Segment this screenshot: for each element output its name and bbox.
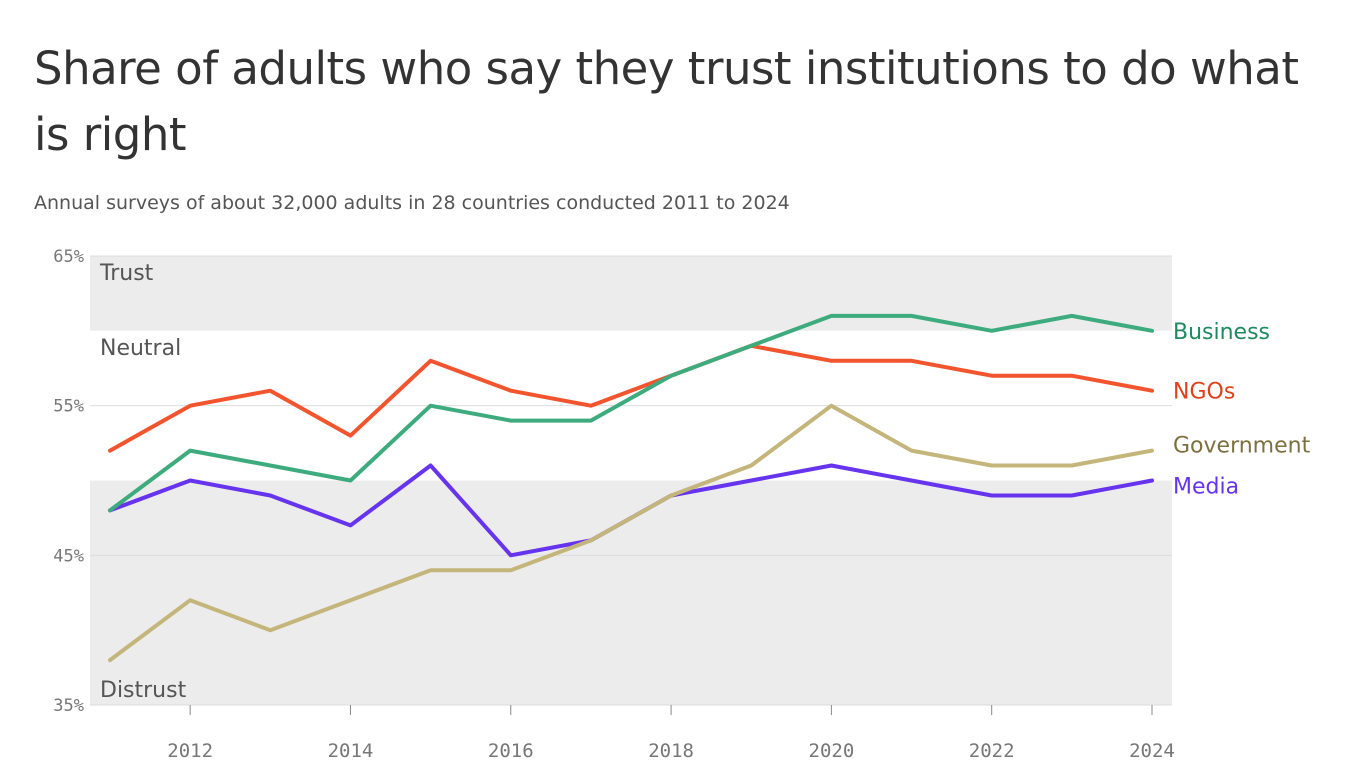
y-tick-label: 55% bbox=[53, 397, 84, 417]
zone-band-trust bbox=[90, 256, 1172, 331]
y-tick-label: 45% bbox=[53, 546, 84, 566]
zone-label-trust: Trust bbox=[99, 261, 154, 286]
gridlines bbox=[90, 255, 1172, 706]
series-line-ngos bbox=[108, 343, 1154, 453]
series-line-government bbox=[108, 403, 1154, 663]
series-label-government: Government bbox=[1173, 434, 1311, 459]
y-tick-label: 65% bbox=[53, 247, 84, 267]
series-lines bbox=[108, 313, 1154, 663]
x-tick-label: 2014 bbox=[328, 740, 374, 762]
zone-label-distrust: Distrust bbox=[100, 678, 187, 703]
x-tick-label: 2012 bbox=[167, 740, 213, 762]
y-tick-label: 35% bbox=[53, 696, 84, 716]
x-tick-label: 2016 bbox=[488, 740, 534, 762]
chart-subtitle: Annual surveys of about 32,000 adults in… bbox=[34, 192, 790, 214]
x-tick-label: 2018 bbox=[648, 740, 694, 762]
series-line-business bbox=[108, 313, 1154, 513]
zone-bands bbox=[90, 256, 1172, 705]
zone-label-neutral: Neutral bbox=[100, 336, 181, 361]
x-tick-label: 2022 bbox=[969, 740, 1015, 762]
series-label-media: Media bbox=[1173, 475, 1239, 500]
y-axis: 65% 55% 45% 35% bbox=[53, 247, 84, 716]
series-label-ngos: NGOs bbox=[1173, 380, 1235, 405]
x-axis: 2012 2014 2016 2018 2020 2022 2024 bbox=[167, 705, 1175, 762]
x-tick-label: 2024 bbox=[1129, 740, 1175, 762]
zone-labels: Trust Neutral Distrust bbox=[99, 261, 187, 703]
chart-title: Share of adults who say they trust insti… bbox=[34, 42, 1299, 161]
series-label-business: Business bbox=[1173, 320, 1270, 345]
x-tick-label: 2020 bbox=[809, 740, 855, 762]
zone-band-distrust bbox=[90, 480, 1172, 705]
series-labels: Business NGOs Government Media bbox=[1173, 320, 1311, 500]
